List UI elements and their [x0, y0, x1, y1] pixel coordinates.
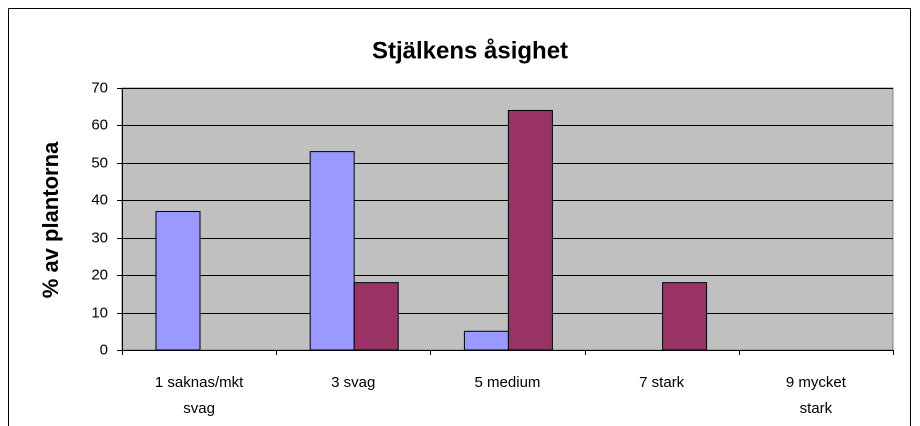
x-tick-label-box: 5 medium: [474, 374, 541, 391]
bar: [309, 151, 355, 351]
y-tick-label: 40: [91, 191, 108, 208]
x-tick-label: 5 medium: [474, 374, 541, 391]
plot-area: [121, 87, 894, 351]
x-tick-label: 9 mycket stark: [785, 374, 846, 417]
bar: [507, 109, 553, 351]
y-tick-label: 60: [91, 116, 108, 133]
x-tick-label-box: 7 stark: [639, 374, 685, 391]
y-tick-label: 20: [91, 266, 108, 283]
x-tick-label: 1 saknas/mkt svag: [154, 374, 244, 417]
y-tick-label: 0: [100, 341, 108, 358]
y-axis-label: % av plantorna: [38, 141, 63, 298]
bar: [463, 330, 509, 351]
y-tick-label: 10: [91, 304, 108, 321]
x-tick-label: 7 stark: [639, 374, 685, 391]
bar: [353, 282, 399, 351]
x-tick-label: 3 svag: [331, 374, 376, 391]
y-tick-label: 30: [91, 229, 108, 246]
y-tick-label: 70: [91, 79, 108, 96]
x-tick-label-box: 1 saknas/mkt svag: [154, 374, 244, 417]
bar: [155, 211, 201, 351]
y-tick-label: 50: [91, 154, 108, 171]
x-tick-label-box: 9 mycket stark: [785, 374, 846, 417]
chart-title: Stjälkens åsighet: [372, 37, 568, 64]
bar: [662, 282, 708, 351]
x-tick-label-box: 3 svag: [331, 374, 376, 391]
